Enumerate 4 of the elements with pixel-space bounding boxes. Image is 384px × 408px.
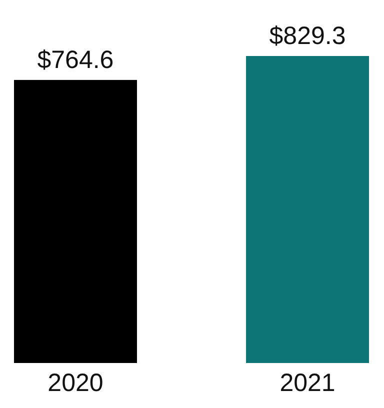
x-tick-label: 2020 bbox=[48, 368, 104, 397]
data-label: $829.3 bbox=[269, 22, 346, 50]
data-label: $764.6 bbox=[37, 46, 114, 74]
x-tick-label: 2021 bbox=[280, 368, 336, 397]
